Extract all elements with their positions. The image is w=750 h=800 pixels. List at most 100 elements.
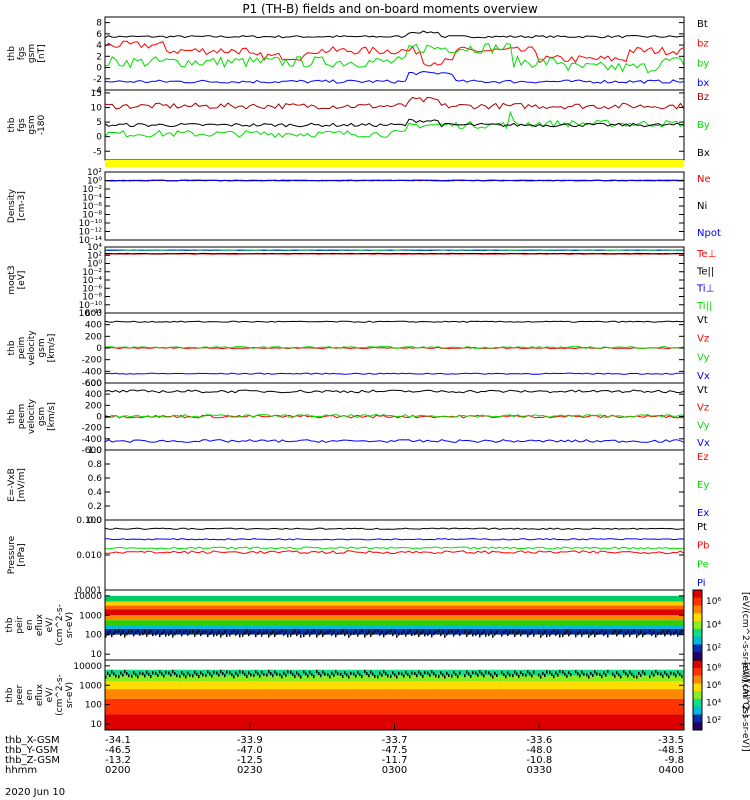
spectrogram-speckle bbox=[281, 675, 283, 679]
legend-Ti||: Ti|| bbox=[696, 301, 712, 312]
y-tick-label: 10⁻¹⁴ bbox=[79, 236, 103, 246]
spectrogram-speckle bbox=[553, 629, 555, 633]
spectrogram-speckle bbox=[636, 634, 638, 638]
spectrogram-speckle bbox=[185, 675, 187, 679]
y-tick-label: 10⁻² bbox=[82, 185, 102, 195]
spectrogram-speckle bbox=[433, 672, 435, 676]
spectrogram-speckle bbox=[468, 631, 470, 635]
spectrogram-speckle bbox=[181, 633, 183, 637]
spectrogram-speckle bbox=[159, 670, 161, 674]
y-axis-label: peir bbox=[15, 616, 25, 634]
spectrogram-speckle bbox=[144, 674, 146, 678]
spectrogram-speckle bbox=[179, 629, 181, 633]
y-tick-label: 200 bbox=[85, 401, 102, 411]
spectrogram-speckle bbox=[481, 632, 483, 636]
y-tick-label: 10⁰ bbox=[87, 177, 102, 187]
spectrogram-speckle bbox=[285, 630, 287, 634]
y-tick-label: 10⁻⁶ bbox=[82, 284, 102, 294]
spectrogram-speckle bbox=[379, 632, 381, 636]
spectrogram-speckle bbox=[187, 632, 189, 636]
spectrogram-speckle bbox=[155, 671, 157, 675]
spectrogram-speckle bbox=[235, 671, 237, 675]
x-tick-label: 0330 bbox=[527, 765, 552, 776]
legend-Te||: Te|| bbox=[696, 266, 714, 277]
spectrogram-speckle bbox=[296, 633, 298, 637]
y-tick-label: 10000 bbox=[73, 662, 102, 672]
spectrogram-speckle bbox=[546, 634, 548, 638]
spectrogram-speckle bbox=[211, 629, 213, 633]
spectrogram-band bbox=[105, 689, 684, 699]
spectrogram-speckle bbox=[570, 673, 572, 677]
spectrogram-speckle bbox=[490, 631, 492, 635]
spectrogram-speckle bbox=[505, 675, 507, 679]
spectrogram-speckle bbox=[575, 634, 577, 638]
spectrogram-speckle bbox=[655, 634, 657, 638]
spectrogram-speckle bbox=[222, 632, 224, 636]
spectrogram-speckle bbox=[139, 671, 141, 675]
y-tick-label: 4 bbox=[96, 41, 102, 51]
spectrogram-speckle bbox=[660, 631, 662, 635]
spectrogram-speckle bbox=[168, 671, 170, 675]
spectrogram-speckle bbox=[207, 634, 209, 638]
spectrogram-speckle bbox=[401, 632, 403, 635]
spectrogram-speckle bbox=[279, 631, 281, 635]
spectrogram-speckle bbox=[549, 670, 551, 674]
x-tick-label: 0300 bbox=[382, 765, 407, 776]
y-axis-label: eflux bbox=[35, 613, 45, 636]
spectrogram-speckle bbox=[551, 673, 553, 677]
spectrogram-speckle bbox=[538, 673, 540, 677]
spectrogram-speckle bbox=[586, 673, 588, 677]
spectrogram-speckle bbox=[329, 675, 331, 679]
spectrogram-speckle bbox=[470, 629, 472, 633]
spectrogram-speckle bbox=[516, 672, 518, 676]
y-tick-label: 10⁻¹⁰ bbox=[79, 301, 103, 311]
spectrogram-speckle bbox=[194, 633, 196, 637]
spectrogram-speckle bbox=[564, 631, 566, 635]
spectrogram-speckle bbox=[540, 675, 542, 679]
y-axis-label: peem bbox=[17, 404, 27, 430]
spectrogram-speckle bbox=[183, 673, 185, 677]
spectrogram-speckle bbox=[364, 669, 366, 673]
x-tick-label: -48.5 bbox=[658, 745, 684, 756]
spectrogram-speckle bbox=[642, 670, 644, 674]
spectrogram-band bbox=[105, 620, 684, 625]
spectrogram-speckle bbox=[333, 630, 335, 634]
spectrogram-speckle bbox=[385, 672, 387, 676]
spectrogram-speckle bbox=[392, 633, 394, 637]
y-axis-label: thb bbox=[7, 409, 17, 424]
panel-frame bbox=[104, 519, 685, 591]
spectrogram-speckle bbox=[525, 673, 527, 677]
spectrogram-speckle bbox=[270, 672, 272, 676]
spectrogram-speckle bbox=[407, 631, 409, 635]
spectrogram-speckle bbox=[475, 632, 477, 636]
spectrogram-speckle bbox=[324, 631, 326, 635]
spectrogram-speckle bbox=[120, 632, 122, 636]
spectrogram-speckle bbox=[309, 670, 311, 674]
spectrogram-speckle bbox=[133, 671, 135, 675]
spectrogram-speckle bbox=[185, 629, 187, 633]
spectrogram-speckle bbox=[390, 629, 392, 633]
legend-Bx: Bx bbox=[697, 148, 710, 159]
y-tick-label: -200 bbox=[82, 356, 103, 366]
spectrogram-speckle bbox=[113, 632, 115, 635]
spectrogram-speckle bbox=[649, 675, 651, 679]
spectrogram-speckle bbox=[464, 630, 466, 634]
spectrogram-speckle bbox=[427, 632, 429, 636]
spectrogram-speckle bbox=[150, 629, 152, 633]
spectrogram-speckle bbox=[192, 674, 194, 678]
spectrogram-speckle bbox=[348, 634, 350, 638]
spectrogram-speckle bbox=[562, 670, 564, 674]
spectrogram-speckle bbox=[287, 670, 289, 674]
colorbar-step bbox=[693, 590, 702, 599]
spectrogram-speckle bbox=[570, 631, 572, 635]
x-tick-label: -33.9 bbox=[237, 735, 263, 746]
spectrogram-speckle bbox=[577, 632, 579, 636]
colorbar-tick-label: 10² bbox=[706, 644, 721, 654]
spectrogram-speckle bbox=[522, 673, 524, 677]
spectrogram-speckle bbox=[479, 670, 481, 674]
spectrogram-speckle bbox=[170, 673, 172, 677]
spectrogram-speckle bbox=[172, 669, 174, 673]
spectrogram-speckle bbox=[320, 674, 322, 678]
y-axis-label: peim bbox=[17, 337, 27, 360]
spectrogram-band bbox=[105, 660, 684, 670]
